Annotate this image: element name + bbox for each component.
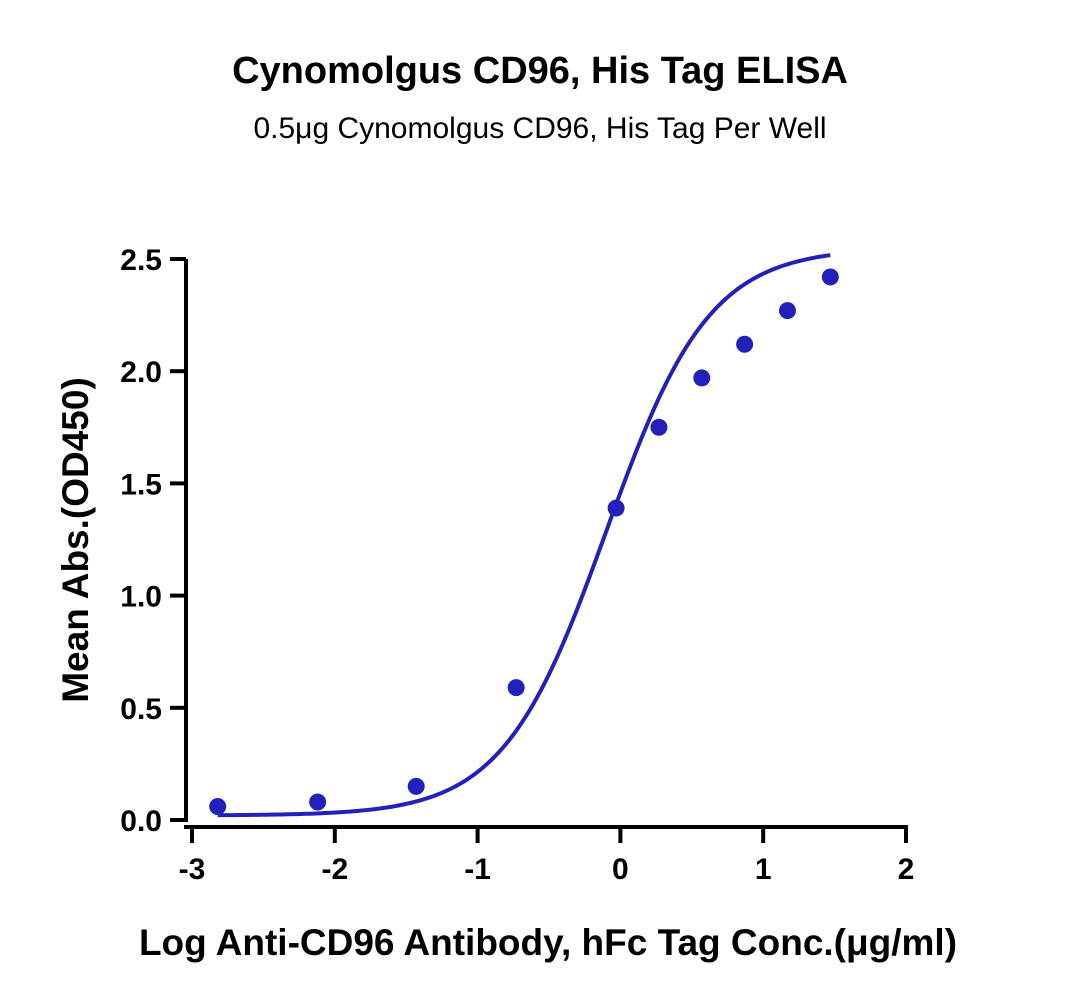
data-point bbox=[507, 679, 525, 697]
fit-curve-layer bbox=[217, 253, 831, 818]
chart-subtitle: 0.5μg Cynomolgus CD96, His Tag Per Well bbox=[253, 112, 827, 145]
x-tick-label: 0 bbox=[612, 853, 629, 886]
x-axis-title: Log Anti-CD96 Antibody, hFc Tag Conc.(μg… bbox=[139, 922, 957, 963]
data-point bbox=[736, 335, 754, 353]
x-tick-label: 2 bbox=[898, 853, 915, 886]
y-tick-label: 0.5 bbox=[120, 693, 162, 726]
y-tick-labels: 0.0 0.5 1.0 1.5 2.0 2.5 bbox=[120, 244, 162, 838]
x-tick-label: -2 bbox=[321, 853, 348, 886]
data-point bbox=[607, 499, 625, 517]
x-tick-label: -3 bbox=[179, 853, 206, 886]
y-tick-label: 0.0 bbox=[120, 805, 162, 838]
data-point bbox=[309, 793, 327, 811]
data-point bbox=[693, 369, 711, 387]
y-axis-title: Mean Abs.(OD450) bbox=[55, 377, 96, 703]
fit-curve bbox=[217, 253, 831, 818]
x-tick-labels: -3 -2 -1 0 1 2 bbox=[179, 853, 915, 886]
data-point bbox=[209, 798, 227, 816]
data-points bbox=[209, 268, 839, 816]
y-tick-label: 2.0 bbox=[120, 356, 162, 389]
data-point bbox=[650, 418, 668, 436]
x-tick-label: 1 bbox=[755, 853, 772, 886]
x-tick-label: -1 bbox=[464, 853, 491, 886]
y-tick-label: 1.0 bbox=[120, 581, 162, 614]
axes bbox=[170, 257, 908, 843]
y-tick-label: 1.5 bbox=[120, 468, 162, 501]
y-tick-label: 2.5 bbox=[120, 244, 162, 277]
data-point bbox=[407, 777, 425, 795]
data-point bbox=[821, 268, 839, 286]
chart-title: Cynomolgus CD96, His Tag ELISA bbox=[232, 50, 848, 92]
data-point bbox=[778, 302, 796, 320]
